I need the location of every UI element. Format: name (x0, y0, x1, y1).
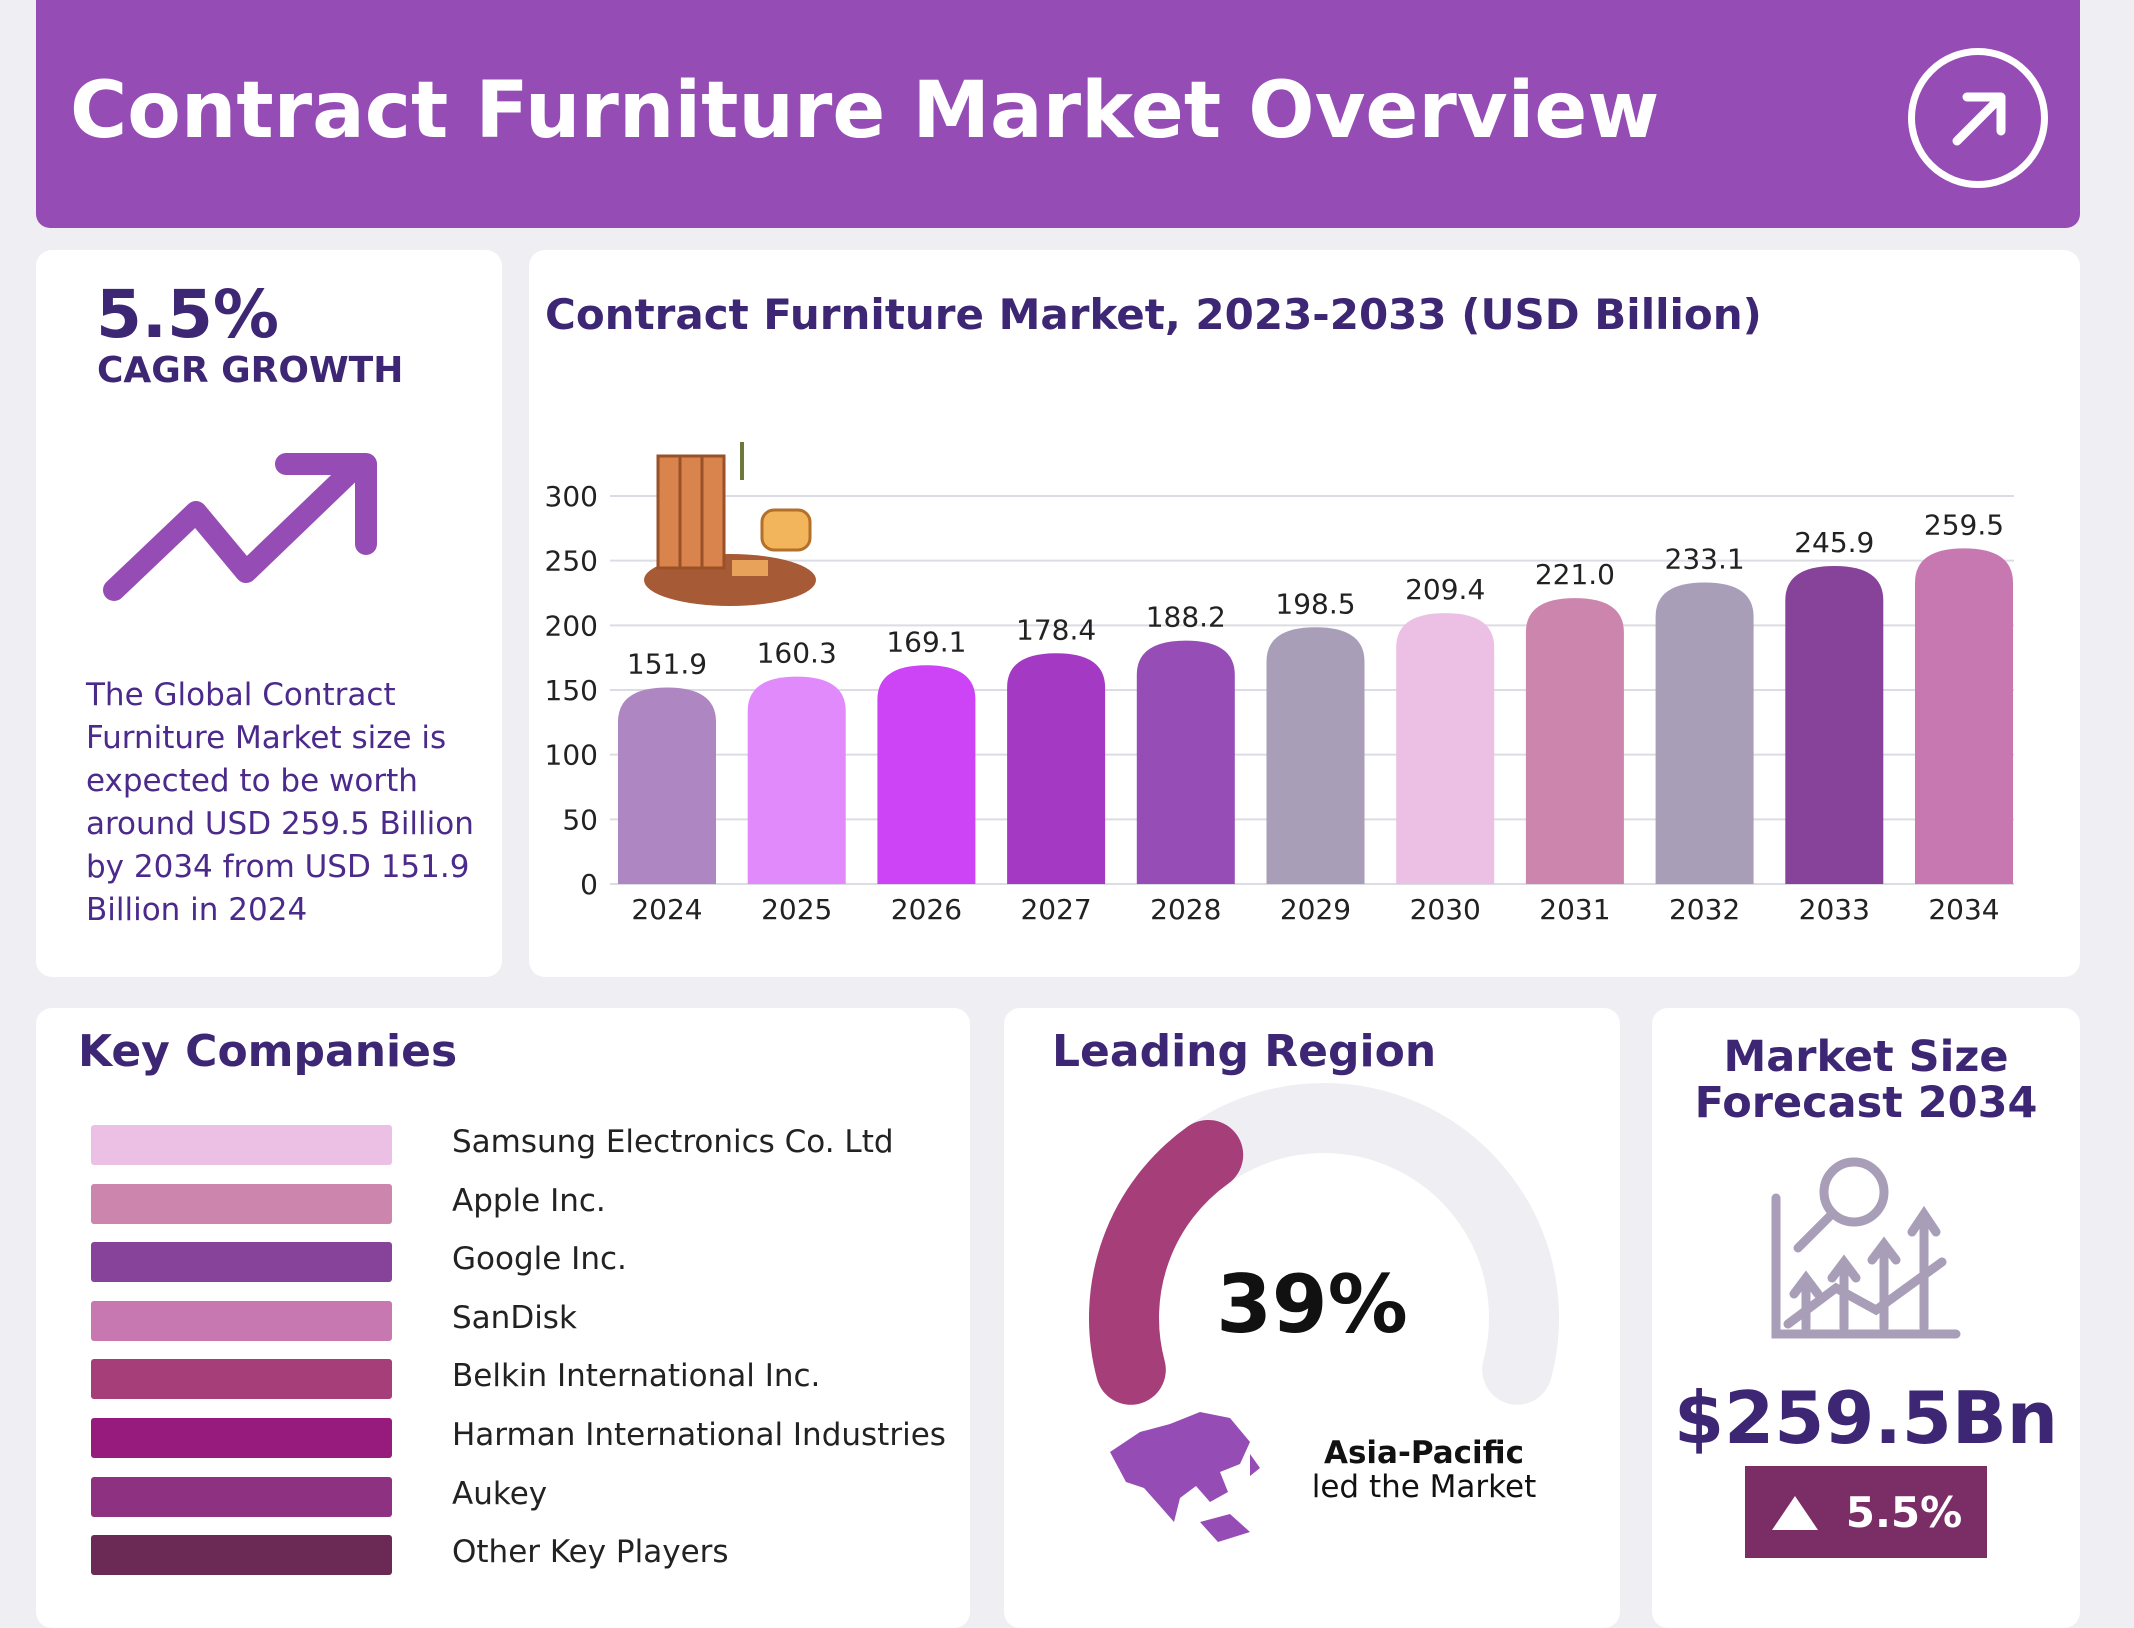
bar (1785, 565, 1884, 884)
growth-badge: 5.5% (1745, 1466, 1987, 1558)
x-tick-label: 2032 (1669, 893, 1740, 926)
bar (1396, 613, 1495, 884)
furniture-illustration (644, 442, 816, 606)
company-name: SanDisk (452, 1299, 577, 1336)
company-color-swatch (91, 1183, 392, 1224)
region-percent: 39% (1216, 1258, 1408, 1351)
y-tick-label: 0 (580, 868, 598, 901)
data-label: 198.5 (1275, 587, 1355, 620)
header-banner: Contract Furniture Market Overview (36, 0, 2080, 228)
leading-region-title: Leading Region (1052, 1026, 1437, 1077)
cagr-value: 5.5% (96, 276, 280, 353)
gauge-fill (1089, 1119, 1244, 1405)
trending-up-arrow-icon (96, 440, 416, 624)
data-label: 209.4 (1405, 573, 1485, 606)
triangle-up-icon (1771, 1496, 1818, 1530)
x-tick-label: 2028 (1150, 893, 1221, 926)
x-tick-label: 2025 (761, 893, 832, 926)
region-subtitle: led the Market (1311, 1469, 1537, 1505)
company-color-swatch (91, 1418, 392, 1458)
bar (618, 687, 716, 884)
company-name: Other Key Players (452, 1534, 729, 1571)
data-label: 233.1 (1665, 543, 1745, 576)
x-tick-label: 2034 (1928, 893, 1999, 926)
data-label: 188.2 (1146, 601, 1226, 634)
company-color-swatch (91, 1125, 392, 1165)
y-tick-label: 250 (545, 545, 598, 578)
company-name: Aukey (452, 1475, 548, 1512)
bar (1915, 548, 2013, 884)
bar (1136, 640, 1235, 884)
x-tick-label: 2029 (1280, 893, 1351, 926)
y-tick-label: 200 (545, 609, 598, 642)
key-companies-card: Key Companies Samsung Electronics Co. Lt… (36, 1008, 970, 1628)
leading-region-card: Leading Region 39% Asia-Pacific led the … (1004, 1008, 1620, 1628)
growth-value: 5.5% (1845, 1487, 1963, 1537)
cagr-card: 5.5% CAGR GROWTH The Global Contract Fur… (36, 250, 502, 977)
company-name: Google Inc. (452, 1241, 627, 1278)
cagr-label: CAGR GROWTH (97, 350, 404, 391)
company-color-swatch (91, 1300, 392, 1341)
data-label: 259.5 (1924, 508, 2004, 541)
key-companies-title: Key Companies (78, 1026, 458, 1077)
region-share-gauge (1089, 1083, 1559, 1405)
asia-pacific-map-icon (1100, 1402, 1270, 1556)
region-caption: Asia-Pacific led the Market (1294, 1436, 1554, 1504)
bar (1007, 653, 1106, 884)
data-label: 160.3 (757, 637, 837, 670)
bar-chart: 0 50 100 150 200 250 300 151.9 2024 160.3 2025 169.… (545, 442, 2014, 926)
company-color-swatch (91, 1242, 392, 1283)
bar (1655, 582, 1754, 884)
y-tick-label: 150 (545, 674, 598, 707)
company-name: Apple Inc. (452, 1182, 606, 1219)
chart-title: Contract Furniture Market, 2023-2033 (US… (545, 290, 1762, 339)
y-tick-label: 50 (562, 803, 598, 836)
forecast-card: Market Size Forecast 2034 $259.5Bn 5.5% (1652, 1008, 2080, 1628)
company-color-swatch (91, 1535, 392, 1576)
x-tick-label: 2033 (1799, 893, 1870, 926)
forecast-title: Market Size Forecast 2034 (1694, 1032, 2038, 1128)
company-color-swatch (91, 1359, 392, 1400)
x-tick-label: 2031 (1539, 893, 1610, 926)
y-tick-label: 300 (545, 480, 598, 513)
x-tick-label: 2026 (891, 893, 962, 926)
company-name: Samsung Electronics Co. Ltd (452, 1124, 894, 1160)
bar (747, 676, 846, 884)
data-label: 169.1 (886, 625, 966, 658)
x-tick-label: 2027 (1020, 893, 1091, 926)
market-analysis-icon (1766, 1148, 1966, 1352)
bar (877, 665, 976, 884)
data-label: 221.0 (1535, 558, 1615, 591)
bar (1525, 598, 1624, 884)
data-label: 178.4 (1016, 613, 1096, 646)
page-title: Contract Furniture Market Overview (70, 66, 1660, 156)
arrow-up-right-icon[interactable] (1908, 48, 2048, 188)
y-tick-label: 100 (545, 739, 598, 772)
x-tick-label: 2030 (1410, 893, 1481, 926)
forecast-value: $259.5Bn (1674, 1376, 2058, 1460)
company-name: Belkin International Inc. (452, 1358, 821, 1395)
x-tick-label: 2024 (631, 893, 702, 926)
company-name: Harman International Industries (452, 1417, 946, 1453)
market-description: The Global Contract Furniture Market siz… (86, 677, 474, 928)
bar (1266, 627, 1365, 884)
company-color-swatch (91, 1476, 392, 1517)
data-label: 151.9 (627, 648, 707, 681)
data-label: 245.9 (1794, 526, 1874, 559)
region-name: Asia-Pacific (1323, 1435, 1525, 1471)
